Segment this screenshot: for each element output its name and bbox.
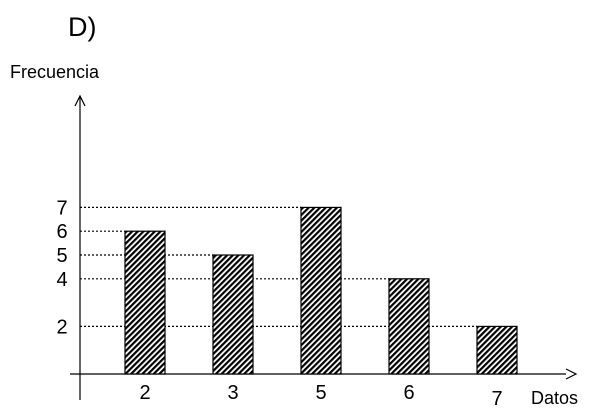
x-axis-arrow [565, 368, 578, 380]
y-tick-label: 2 [56, 316, 67, 338]
x-tick-label: 6 [403, 382, 414, 404]
bar-7 [476, 325, 518, 375]
y-axis-arrow [74, 94, 86, 107]
x-tick-label: 2 [139, 382, 150, 404]
x-axis-label: Datos [531, 388, 578, 408]
y-tick-label: 4 [56, 269, 67, 291]
y-axis-label: Frecuencia [10, 62, 100, 82]
bars [124, 206, 518, 375]
bar-5 [300, 206, 342, 375]
x-tick-label: 5 [315, 382, 326, 404]
x-tick-labels: 2 3 5 6 7 [139, 382, 502, 409]
bar-3 [212, 254, 254, 375]
x-tick-label: 3 [227, 382, 238, 404]
x-tick-label: 7 [491, 388, 502, 409]
y-tick-label: 5 [56, 245, 67, 267]
y-tick-label: 7 [56, 197, 67, 219]
chart-title: D) [68, 12, 97, 42]
bar-6 [388, 278, 430, 375]
bar-2 [124, 230, 166, 375]
y-tick-label: 6 [56, 221, 67, 243]
